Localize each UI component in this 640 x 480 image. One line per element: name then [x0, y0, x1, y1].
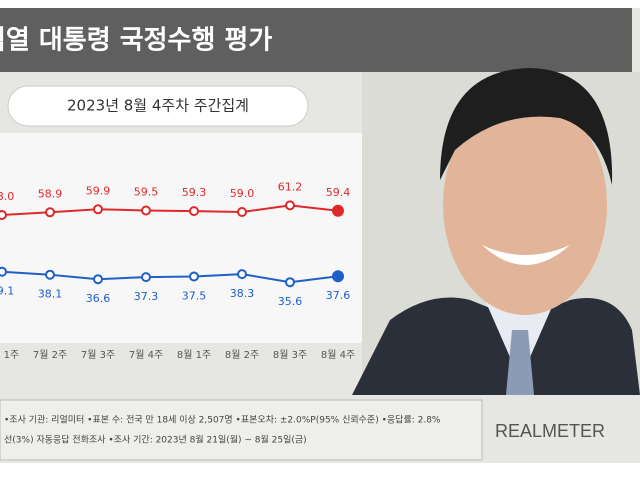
- data-point: [285, 200, 295, 211]
- x-tick-label: 7월 3주: [81, 349, 115, 361]
- data-point: [0, 210, 7, 220]
- data-point: [141, 205, 151, 216]
- data-label: 59.4: [326, 186, 351, 199]
- note: 선(3%) 자동응답 전화조사 •조사 기간: 2023년 8월 21일(월) …: [4, 434, 307, 446]
- data-point: [93, 274, 103, 285]
- subtitle: 2023년 8월 4주차 주간집계: [67, 97, 249, 115]
- data-label: 36.6: [86, 292, 111, 305]
- notes-box: [0, 399, 483, 461]
- logo: REALMETER: [495, 421, 605, 441]
- data-point: [45, 207, 55, 218]
- header-band: [0, 8, 632, 72]
- data-point: [189, 206, 199, 217]
- data-label: 58.0: [0, 190, 14, 203]
- data-point: [93, 204, 103, 215]
- data-label: 38.3: [230, 287, 255, 300]
- data-point: [141, 272, 151, 283]
- data-point: [285, 277, 295, 288]
- note: •조사 기관: 리얼미터 •표본 수: 전국 만 18세 이상 2,507명 •…: [4, 414, 441, 426]
- data-label: 39.1: [0, 285, 14, 298]
- data-label: 37.3: [134, 290, 159, 303]
- smile: [482, 245, 570, 265]
- face: [443, 95, 607, 315]
- tie: [506, 330, 534, 395]
- series-line: [1, 204, 339, 216]
- x-tick-label: 8월 4주: [321, 349, 355, 361]
- data-label: 59.3: [182, 186, 207, 199]
- data-point: [332, 204, 344, 217]
- subtitle-pill: [7, 85, 309, 127]
- data-label: 38.1: [38, 288, 63, 301]
- x-tick-label: 7월 1주: [0, 349, 19, 361]
- hair: [440, 68, 613, 185]
- portrait: [352, 68, 640, 395]
- x-tick-label: 8월 2주: [225, 349, 259, 361]
- data-point: [237, 269, 247, 280]
- data-label: 37.5: [182, 290, 207, 303]
- data-label: 61.2: [278, 180, 303, 193]
- data-point: [45, 269, 55, 280]
- suit: [352, 297, 640, 395]
- data-point: [0, 266, 7, 277]
- plot: 7월 1주 7월 2주 7월 3주 7월 4주 8월 1주 8월 2주 8월 3주 8월 4주…: [0, 180, 355, 361]
- series-line: [1, 270, 339, 284]
- x-tick-label: 8월 1주: [177, 349, 211, 361]
- plot-area: [0, 133, 362, 343]
- chart-title: 석열 대통령 국정수행 평가: [0, 26, 272, 56]
- data-label: 37.6: [326, 289, 351, 302]
- data-label: 59.0: [230, 187, 255, 200]
- data-label: 58.9: [38, 187, 63, 200]
- x-tick-label: 7월 4주: [129, 349, 163, 361]
- x-tick-label: 7월 2주: [33, 349, 67, 361]
- data-label: 59.9: [86, 184, 111, 197]
- data-label: 59.5: [134, 186, 159, 199]
- data-point: [332, 270, 344, 283]
- x-tick-label: 8월 3주: [273, 349, 307, 361]
- data-point: [237, 207, 247, 217]
- data-label: 35.6: [278, 295, 303, 308]
- data-point: [189, 271, 199, 282]
